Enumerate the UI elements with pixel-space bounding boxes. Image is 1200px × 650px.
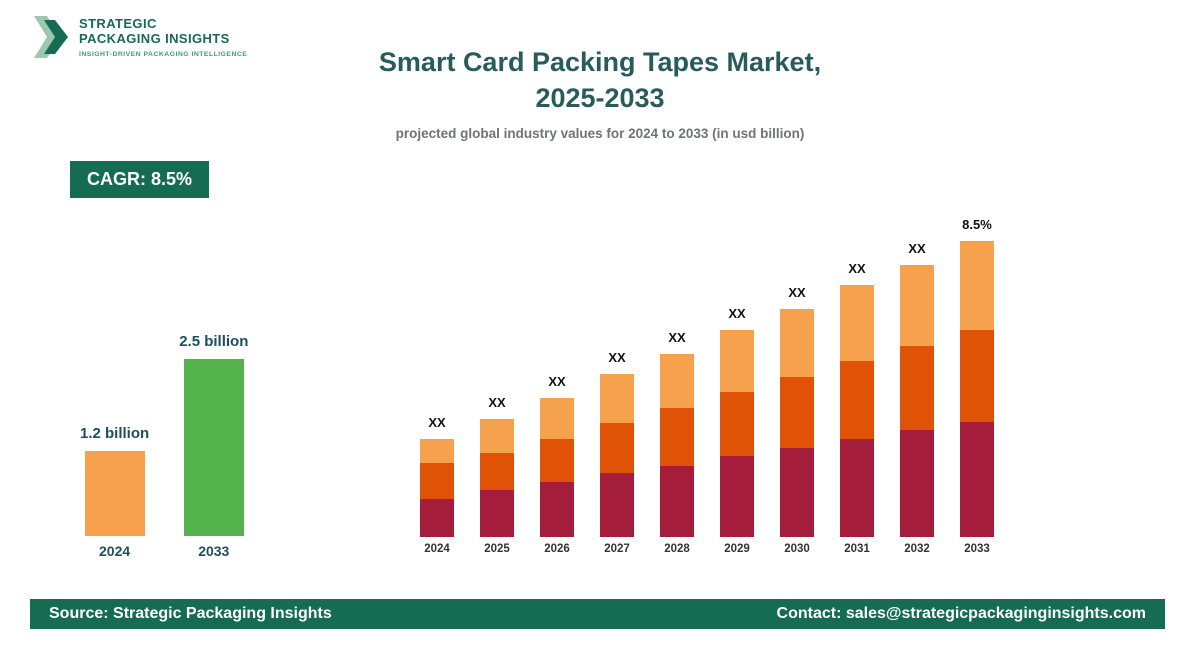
segment-bottom-2029 <box>720 455 754 537</box>
segment-middle-2027 <box>600 423 634 474</box>
bar-year-label: 2028 <box>664 543 690 555</box>
bar-year-label: 2031 <box>844 543 870 555</box>
segment-bottom-2033 <box>960 421 994 537</box>
bar-year-label: 2032 <box>904 543 930 555</box>
segment-middle-2030 <box>780 377 814 449</box>
segment-middle-2029 <box>720 392 754 456</box>
bar-column-2033: 8.5% 2033 <box>960 217 994 555</box>
segment-top-2025 <box>480 418 514 453</box>
segment-bottom-2027 <box>600 473 634 537</box>
summary-year-label: 2033 <box>198 543 230 559</box>
summary-value-label: 2.5 billion <box>179 333 249 350</box>
brand-text: STRATEGIC PACKAGING INSIGHTS INSIGHT-DRI… <box>79 14 247 58</box>
summary-bar-2024 <box>84 451 145 536</box>
segment-bottom-2030 <box>780 448 814 537</box>
bar-column-2030: XX 2030 <box>780 285 814 555</box>
segment-middle-2025 <box>480 452 514 490</box>
bar-column-2024: XX 2024 <box>420 415 454 555</box>
segment-middle-2028 <box>660 408 694 466</box>
segment-top-2030 <box>780 309 814 378</box>
bar-value-label: XX <box>488 394 506 410</box>
bar-value-label: 8.5% <box>962 217 992 233</box>
bar-column-2025: XX 2025 <box>480 395 514 555</box>
bar-value-label: XX <box>848 261 866 277</box>
bar-column-2026: XX 2026 <box>540 374 574 555</box>
summary-chart: 1.2 billion 2024 2.5 billion 2033 <box>80 333 248 559</box>
footer-contact: Contact: sales@strategicpackaginginsight… <box>776 605 1146 622</box>
bar-column-2031: XX 2031 <box>840 261 874 555</box>
summary-year-label: 2024 <box>99 543 131 559</box>
bar-value-label: XX <box>428 415 446 431</box>
segment-bottom-2028 <box>660 466 694 537</box>
bar-value-label: XX <box>788 285 806 301</box>
bar-value-label: XX <box>668 329 686 345</box>
segment-top-2026 <box>540 397 574 440</box>
brand-logo: STRATEGIC PACKAGING INSIGHTS INSIGHT-DRI… <box>32 14 247 65</box>
segment-middle-2032 <box>900 346 934 431</box>
segment-top-2027 <box>600 374 634 424</box>
brand-name-line1: STRATEGIC <box>79 16 157 31</box>
footer-source: Source: Strategic Packaging Insights <box>49 605 332 622</box>
bar-value-label: XX <box>548 373 566 389</box>
bar-column-2029: XX 2029 <box>720 306 754 555</box>
bar-column-2027: XX 2027 <box>600 350 634 555</box>
stacked-bar-chart: XX 2024 XX 2025 XX 2026 XX 2027 XX 2028 XX 2029 XX 20… <box>420 217 994 555</box>
bar-value-label: XX <box>608 350 626 366</box>
segment-middle-2026 <box>540 439 574 483</box>
bar-year-label: 2033 <box>964 543 990 555</box>
bar-year-label: 2026 <box>544 543 570 555</box>
footer-bar: Source: Strategic Packaging Insights Con… <box>30 599 1165 629</box>
brand-name-line2: PACKAGING INSIGHTS <box>79 31 230 46</box>
summary-value-label: 1.2 billion <box>80 425 150 442</box>
segment-top-2029 <box>720 329 754 393</box>
segment-top-2033 <box>960 241 994 330</box>
segment-bottom-2032 <box>900 430 934 537</box>
segment-bottom-2031 <box>840 439 874 537</box>
bar-year-label: 2025 <box>484 543 510 555</box>
segment-top-2031 <box>840 285 874 361</box>
segment-top-2024 <box>420 439 454 463</box>
summary-bar-2033 <box>183 359 244 536</box>
bar-year-label: 2030 <box>784 543 810 555</box>
cagr-badge: CAGR: 8.5% <box>70 161 210 198</box>
segment-middle-2031 <box>840 360 874 440</box>
segment-middle-2033 <box>960 329 994 422</box>
bar-column-2032: XX 2032 <box>900 241 934 555</box>
bar-value-label: XX <box>908 240 926 256</box>
summary-bar-column-2033: 2.5 billion 2033 <box>179 333 248 559</box>
bar-year-label: 2024 <box>424 543 450 555</box>
segment-middle-2024 <box>420 463 454 499</box>
page-title-line1: Smart Card Packing Tapes Market, <box>378 47 822 77</box>
brand-chevron-icon <box>32 14 70 65</box>
bar-year-label: 2029 <box>724 543 750 555</box>
page-subtitle: projected global industry values for 202… <box>395 126 805 141</box>
segment-bottom-2026 <box>540 482 574 537</box>
bar-value-label: XX <box>728 305 746 321</box>
segment-top-2028 <box>660 353 694 409</box>
segment-bottom-2024 <box>420 498 454 537</box>
page-title-line2: 2025-2033 <box>535 83 665 113</box>
segment-bottom-2025 <box>480 489 514 537</box>
bar-year-label: 2027 <box>604 543 630 555</box>
bar-column-2028: XX 2028 <box>660 330 694 555</box>
segment-top-2032 <box>900 264 934 347</box>
brand-tagline: INSIGHT-DRIVEN PACKAGING INTELLIGENCE <box>79 51 248 58</box>
header: Smart Card Packing Tapes Market, 2025-20… <box>0 44 1200 141</box>
summary-bar-column-2024: 1.2 billion 2024 <box>80 425 149 559</box>
